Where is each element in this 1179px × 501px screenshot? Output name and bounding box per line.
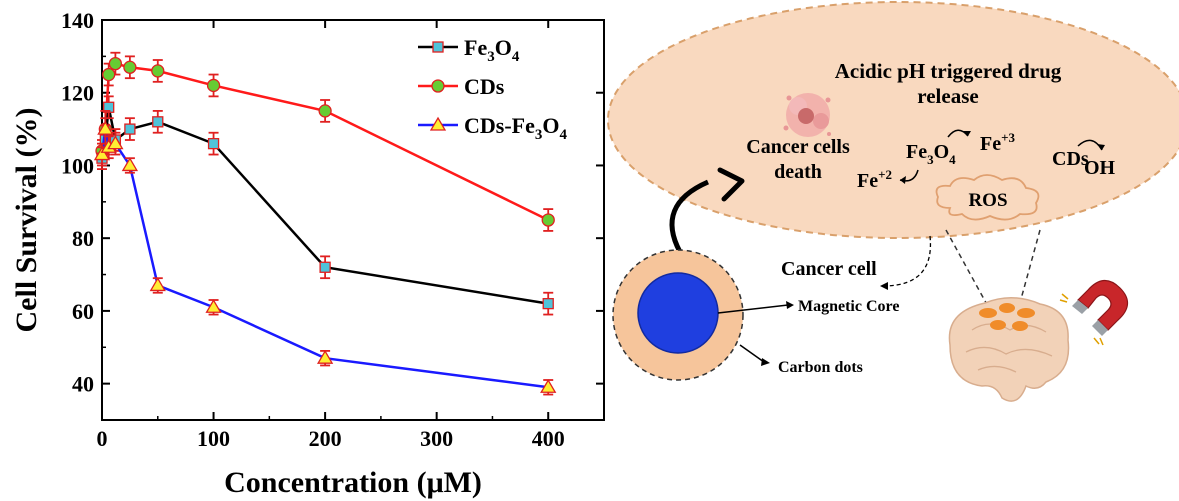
legend-label: Fe3O4 (464, 35, 520, 65)
cell-to-bubble-arrowhead (717, 167, 745, 202)
dying-cancer-cell-icon (783, 93, 831, 137)
fe3-label: Fe+3 (980, 130, 1016, 155)
carbon-dots-label: Carbon dots (778, 359, 863, 376)
cds-label: CDs (1052, 148, 1089, 170)
data-point (152, 116, 164, 128)
bubble-title-line2: release (917, 84, 978, 108)
zoom-line-right (1017, 229, 1041, 311)
data-point (103, 101, 115, 113)
data-point (149, 277, 166, 292)
data-point (123, 60, 137, 74)
bubble-title-line1: Acidic pH triggered drug (835, 59, 1062, 83)
y-tick-label: 100 (61, 153, 94, 178)
carbon-dots-pointer (739, 344, 765, 363)
x-tick-label: 400 (532, 426, 565, 451)
cell-survival-chart: 0 100 200 300 400 40 60 80 100 120 140 Fe3O4 CDs CDs… (10, 8, 605, 499)
x-tick-label: 0 (97, 426, 108, 451)
data-point (107, 135, 124, 150)
oh-label: OH (1084, 157, 1116, 179)
data-point (124, 123, 136, 135)
chart-legend: Fe3O4 CDs CDs-Fe3O4 (418, 35, 568, 143)
magnet-icon (1059, 279, 1129, 346)
data-point (319, 261, 331, 273)
data-point (121, 157, 139, 172)
data-point (108, 56, 123, 71)
chart-series-layer (93, 51, 557, 396)
cancer-cells-death-line1: Cancer cells (746, 136, 850, 158)
y-axis-title: Cell Survival (%) (10, 108, 43, 333)
magnetic-core-pointer-head (786, 301, 794, 309)
brain-icon (948, 297, 1070, 402)
cell-to-bubble-arrow (669, 179, 710, 254)
fe3-arrowhead (963, 131, 971, 136)
data-point (102, 67, 116, 82)
mechanism-diagram: Acidic pH triggered drug release Cancer … (607, 1, 1179, 402)
oh-arrowhead (1097, 144, 1105, 150)
ros-label: ROS (968, 190, 1007, 211)
y-tick-label: 60 (72, 299, 94, 324)
data-point (205, 298, 222, 313)
legend-label: CDs (464, 74, 505, 99)
data-point (318, 104, 332, 118)
cancer-cell-arrowhead (880, 282, 888, 290)
data-point (97, 120, 114, 135)
cancer-cell-dashed-arrow (884, 235, 932, 287)
data-point (540, 378, 557, 393)
cancer-cell-label: Cancer cell (781, 258, 877, 280)
x-axis-title: Concentration (μM) (224, 466, 482, 499)
cancer-cells-death-line2: death (774, 161, 822, 183)
data-point (431, 79, 445, 93)
data-point (432, 41, 444, 53)
data-point (542, 297, 554, 310)
data-point (429, 116, 447, 131)
magnetic-core (637, 272, 719, 354)
ros-cloud-icon (935, 174, 1040, 221)
data-point (206, 78, 221, 93)
x-tick-label: 200 (309, 426, 342, 451)
data-point (207, 137, 220, 150)
magnetic-core-label: Magnetic Core (798, 298, 899, 315)
fe2-arrowhead (900, 176, 906, 184)
legend-label: CDs-Fe3O4 (464, 113, 568, 143)
series-cds-fe (93, 110, 557, 396)
data-point (93, 146, 111, 161)
fe2-label: Fe+2 (857, 167, 892, 192)
y-tick-label: 80 (72, 226, 94, 251)
y-tick-label: 120 (61, 81, 94, 106)
zoom-line-left (945, 229, 991, 311)
fe3o4-label: Fe3O4 (906, 141, 956, 167)
chart-axes: 0 100 200 300 400 40 60 80 100 120 140 (61, 8, 605, 451)
reaction-bubble (607, 1, 1179, 239)
data-point (316, 349, 334, 364)
y-tick-label: 40 (72, 372, 94, 397)
y-tick-label: 140 (61, 8, 94, 33)
x-tick-label: 300 (420, 426, 453, 451)
carbon-dots-pointer-head (761, 358, 770, 366)
data-point (541, 213, 555, 227)
magnetic-core-pointer (717, 304, 789, 314)
plot-frame (101, 19, 605, 421)
x-tick-label: 100 (197, 426, 230, 451)
data-point (151, 64, 165, 78)
